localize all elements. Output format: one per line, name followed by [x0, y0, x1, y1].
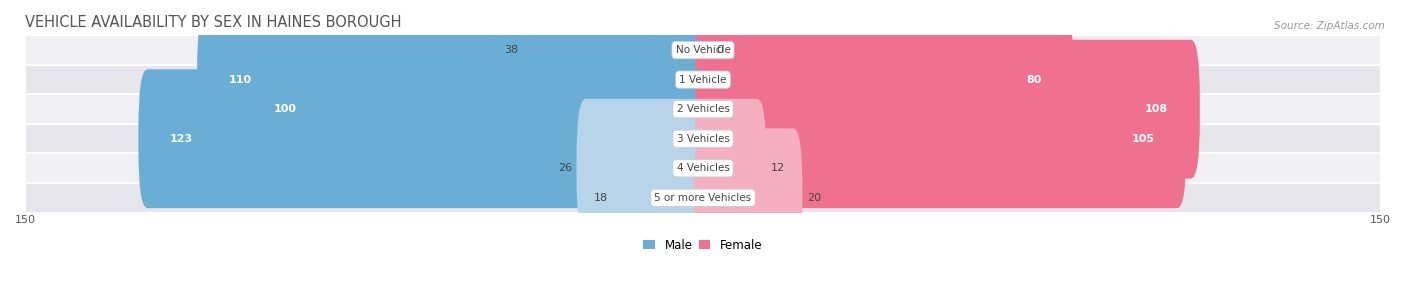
Text: 80: 80: [1026, 75, 1042, 85]
FancyBboxPatch shape: [695, 99, 766, 238]
Text: 20: 20: [807, 193, 821, 203]
FancyBboxPatch shape: [695, 10, 1073, 149]
Bar: [25, 183, 1381, 213]
Text: 110: 110: [229, 75, 252, 85]
Text: 100: 100: [274, 104, 297, 114]
Text: 4 Vehicles: 4 Vehicles: [676, 163, 730, 173]
FancyBboxPatch shape: [695, 129, 803, 267]
Text: 5 or more Vehicles: 5 or more Vehicles: [654, 193, 752, 203]
Text: 1 Vehicle: 1 Vehicle: [679, 75, 727, 85]
Text: 0: 0: [717, 45, 724, 55]
Text: 105: 105: [1132, 134, 1154, 144]
Text: 12: 12: [770, 163, 785, 173]
Legend: Male, Female: Male, Female: [638, 234, 768, 256]
FancyBboxPatch shape: [138, 69, 711, 208]
Text: Source: ZipAtlas.com: Source: ZipAtlas.com: [1274, 21, 1385, 32]
FancyBboxPatch shape: [695, 40, 1199, 179]
Bar: [25, 95, 1381, 124]
FancyBboxPatch shape: [242, 40, 711, 179]
Text: 123: 123: [170, 134, 193, 144]
FancyBboxPatch shape: [695, 69, 1187, 208]
FancyBboxPatch shape: [576, 99, 711, 238]
Bar: [25, 65, 1381, 95]
Bar: [25, 154, 1381, 183]
Text: 3 Vehicles: 3 Vehicles: [676, 134, 730, 144]
Bar: [25, 35, 1381, 65]
Text: 2 Vehicles: 2 Vehicles: [676, 104, 730, 114]
FancyBboxPatch shape: [613, 129, 711, 267]
Bar: [25, 124, 1381, 154]
Text: 26: 26: [558, 163, 572, 173]
Text: 108: 108: [1144, 104, 1168, 114]
Text: VEHICLE AVAILABILITY BY SEX IN HAINES BOROUGH: VEHICLE AVAILABILITY BY SEX IN HAINES BO…: [25, 15, 402, 30]
Text: 38: 38: [503, 45, 517, 55]
FancyBboxPatch shape: [523, 0, 711, 120]
Text: 18: 18: [593, 193, 609, 203]
FancyBboxPatch shape: [197, 10, 711, 149]
Text: No Vehicle: No Vehicle: [675, 45, 731, 55]
